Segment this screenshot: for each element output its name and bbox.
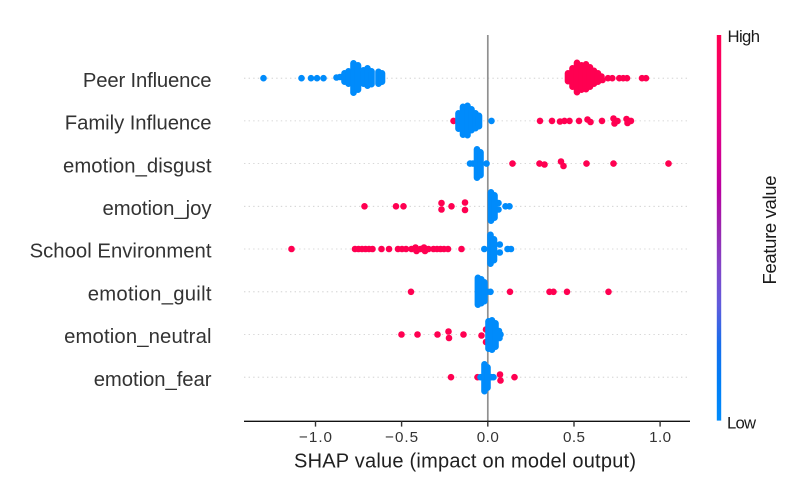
svg-text:−1.0: −1.0 [299,429,332,446]
svg-text:School Environment: School Environment [30,241,212,263]
svg-text:Feature value: Feature value [759,176,780,285]
svg-text:emotion_joy: emotion_joy [103,198,213,220]
svg-text:emotion_fear: emotion_fear [94,369,212,391]
svg-text:Low: Low [727,414,757,433]
svg-text:0.0: 0.0 [477,429,499,446]
svg-text:Family Influence: Family Influence [65,113,212,135]
svg-text:0.5: 0.5 [563,429,585,446]
svg-text:1.0: 1.0 [649,429,671,446]
svg-text:−0.5: −0.5 [385,429,418,446]
svg-text:emotion_neutral: emotion_neutral [64,326,211,348]
svg-text:Peer Influence: Peer Influence [83,70,212,92]
svg-text:emotion_guilt: emotion_guilt [88,283,212,305]
svg-text:High: High [728,27,761,46]
svg-text:emotion_disgust: emotion_disgust [63,155,212,177]
svg-text:SHAP value (impact on model ou: SHAP value (impact on model output) [294,451,636,473]
